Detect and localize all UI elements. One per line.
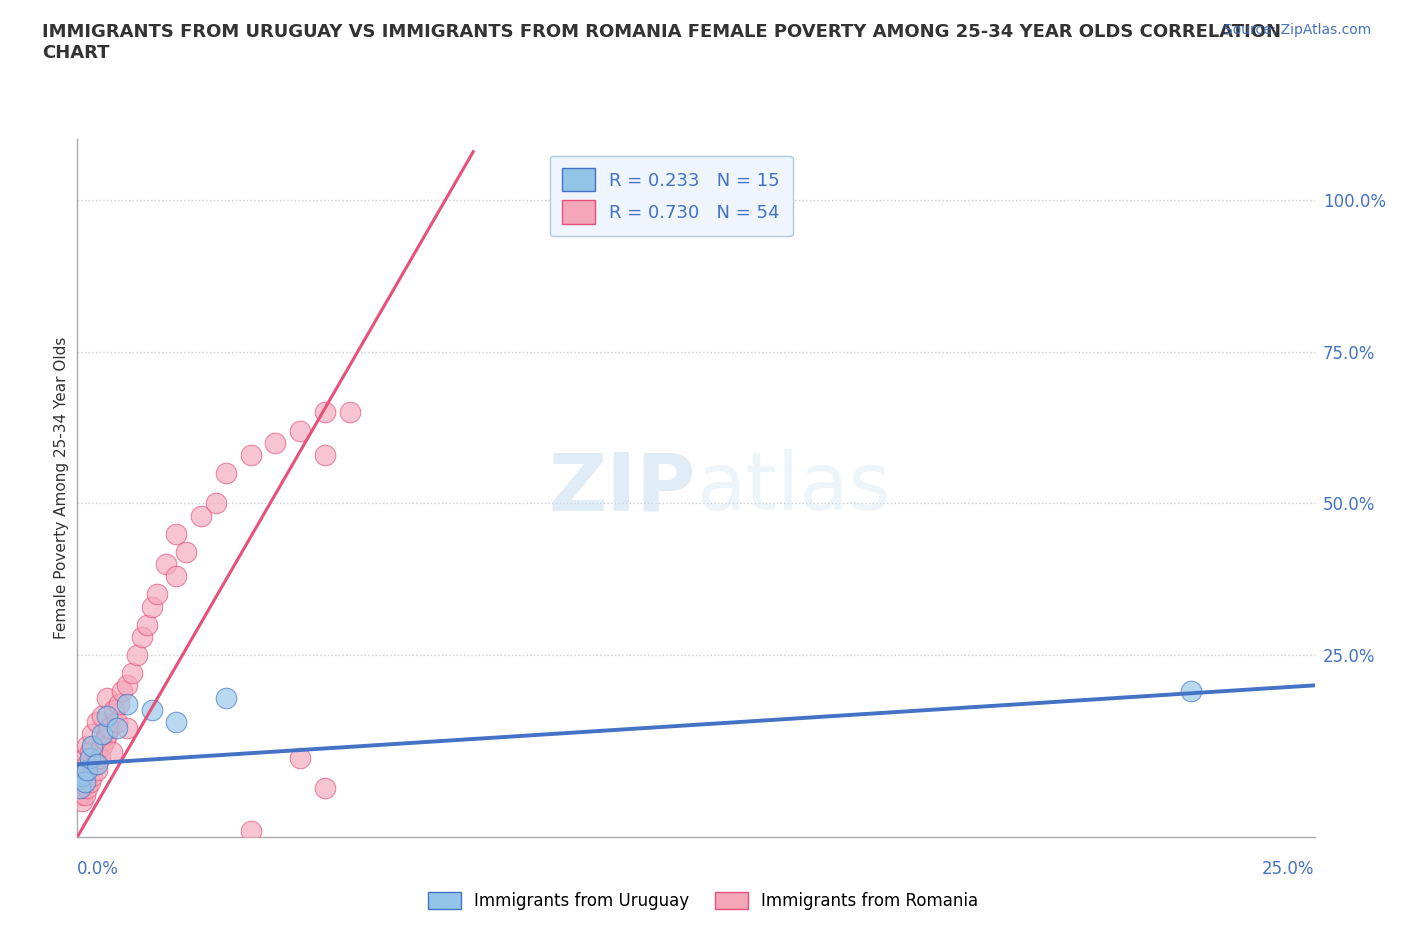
Point xyxy=(86,763,108,777)
Point xyxy=(215,690,238,705)
Point xyxy=(288,423,311,438)
Point xyxy=(121,666,143,681)
Point xyxy=(145,587,167,602)
Point xyxy=(72,793,94,808)
Point xyxy=(174,544,197,559)
Point xyxy=(314,405,336,419)
Point xyxy=(93,733,115,748)
Point xyxy=(69,781,91,796)
Point xyxy=(96,690,118,705)
Point xyxy=(72,769,94,784)
Point xyxy=(72,781,94,796)
Point xyxy=(69,787,91,802)
Point xyxy=(82,738,104,753)
Point xyxy=(141,702,163,717)
Point xyxy=(101,745,124,760)
Point xyxy=(73,751,96,765)
Text: ZIP: ZIP xyxy=(548,449,696,527)
Point xyxy=(1180,684,1202,698)
Point xyxy=(86,757,108,772)
Point xyxy=(135,618,157,632)
Text: atlas: atlas xyxy=(696,449,890,527)
Point xyxy=(96,709,118,724)
Point xyxy=(108,697,131,711)
Point xyxy=(83,757,105,772)
Point xyxy=(314,447,336,462)
Point xyxy=(339,405,361,419)
Text: IMMIGRANTS FROM URUGUAY VS IMMIGRANTS FROM ROMANIA FEMALE POVERTY AMONG 25-34 YE: IMMIGRANTS FROM URUGUAY VS IMMIGRANTS FR… xyxy=(42,23,1281,62)
Point xyxy=(288,751,311,765)
Text: Source: ZipAtlas.com: Source: ZipAtlas.com xyxy=(1223,23,1371,37)
Point xyxy=(115,678,138,693)
Point xyxy=(115,697,138,711)
Point xyxy=(239,447,262,462)
Point xyxy=(73,787,96,802)
Point xyxy=(103,702,125,717)
Point xyxy=(69,775,91,790)
Point xyxy=(165,714,187,729)
Point xyxy=(131,630,153,644)
Text: 25.0%: 25.0% xyxy=(1263,860,1315,878)
Point xyxy=(105,714,128,729)
Point xyxy=(96,726,118,741)
Point xyxy=(76,763,98,777)
Legend: Immigrants from Uruguay, Immigrants from Romania: Immigrants from Uruguay, Immigrants from… xyxy=(420,885,986,917)
Point xyxy=(73,769,96,784)
Point xyxy=(141,599,163,614)
Point xyxy=(79,751,101,765)
Point xyxy=(314,781,336,796)
Point xyxy=(76,781,98,796)
Point xyxy=(91,738,114,753)
Point xyxy=(105,721,128,736)
Text: 0.0%: 0.0% xyxy=(77,860,120,878)
Point xyxy=(91,726,114,741)
Point xyxy=(264,435,287,450)
Point xyxy=(165,569,187,584)
Point xyxy=(76,738,98,753)
Point xyxy=(98,721,121,736)
Point xyxy=(125,647,148,662)
Y-axis label: Female Poverty Among 25-34 Year Olds: Female Poverty Among 25-34 Year Olds xyxy=(53,337,69,640)
Point xyxy=(190,508,212,523)
Point xyxy=(115,721,138,736)
Point xyxy=(82,726,104,741)
Point xyxy=(205,496,228,511)
Legend: R = 0.233   N = 15, R = 0.730   N = 54: R = 0.233 N = 15, R = 0.730 N = 54 xyxy=(550,155,793,236)
Point xyxy=(79,745,101,760)
Point xyxy=(89,751,111,765)
Point xyxy=(91,709,114,724)
Point xyxy=(86,714,108,729)
Point xyxy=(215,466,238,481)
Point xyxy=(79,775,101,790)
Point xyxy=(239,823,262,838)
Point xyxy=(165,526,187,541)
Point xyxy=(111,684,134,698)
Point xyxy=(155,557,177,572)
Point xyxy=(82,769,104,784)
Point xyxy=(72,763,94,777)
Point xyxy=(73,775,96,790)
Point xyxy=(76,757,98,772)
